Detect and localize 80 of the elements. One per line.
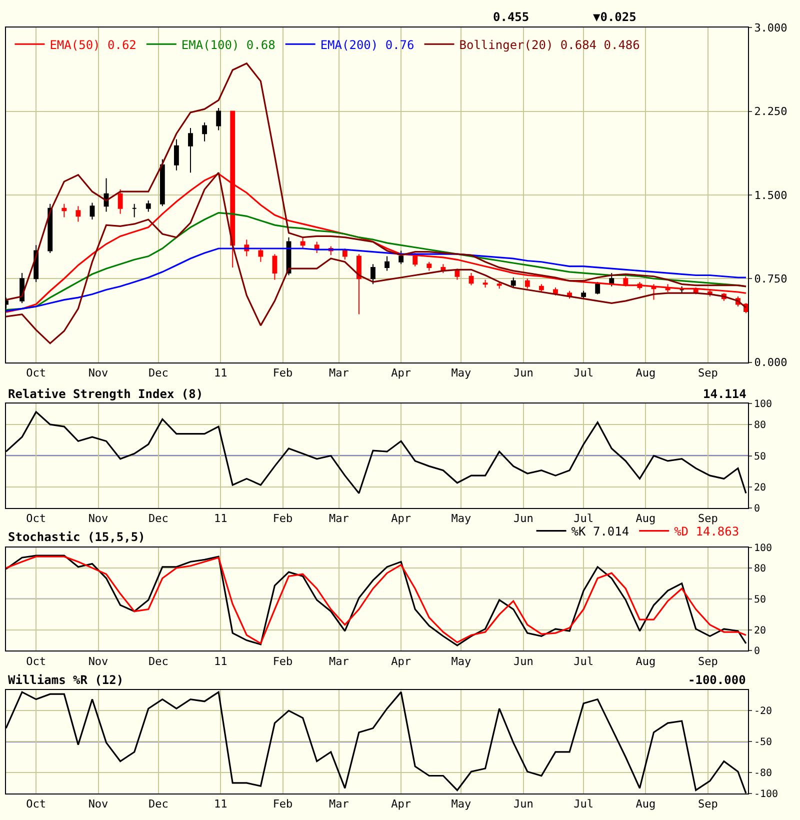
x-tick-label: Sep (698, 798, 718, 811)
x-tick-label: Feb (272, 654, 293, 668)
x-tick-label: May (451, 512, 472, 526)
y-tick-label: 100 (754, 542, 772, 554)
x-tick-label: Jul (574, 654, 594, 668)
x-tick-label: Jun (513, 512, 534, 526)
y-tick-label: -20 (754, 706, 772, 718)
x-tick-label: Jul (574, 366, 594, 380)
y-tick-label: 3.000 (754, 22, 788, 34)
y-tick-label: 0 (754, 503, 760, 514)
legend-label: EMA(200) 0.76 (320, 38, 414, 52)
chart-title: Relative Strength Index (8) (8, 387, 204, 401)
y-tick-label: 20 (754, 482, 766, 494)
x-tick-label: 11 (214, 798, 228, 811)
x-tick-label: Jul (574, 512, 594, 526)
x-tick-label: Sep (698, 654, 718, 668)
y-tick-label: 0.750 (754, 272, 788, 286)
x-tick-label: Aug (636, 654, 656, 668)
y-tick-label: 2.250 (754, 105, 788, 118)
x-tick-label: Dec (148, 366, 168, 380)
x-tick-label: Jun (513, 654, 534, 668)
x-tick-label: Mar (328, 366, 350, 380)
x-tick-label: Sep (698, 366, 718, 380)
y-tick-label: -100 (754, 788, 778, 800)
y-tick-label: 50 (754, 594, 766, 606)
y-tick-label: -50 (754, 737, 772, 748)
x-tick-label: Dec (148, 798, 168, 811)
x-tick-label: Mar (328, 512, 350, 526)
x-tick-label: Dec (148, 512, 168, 526)
x-tick-label: Feb (272, 512, 293, 526)
text: ▼0.025 (593, 10, 636, 24)
y-tick-label: 0.000 (754, 356, 788, 370)
x-tick-label: Feb (272, 798, 293, 811)
chart-title: Stochastic (15,5,5) (8, 530, 146, 544)
y-tick-label: 0 (754, 646, 760, 658)
y-tick-label: 1.500 (754, 188, 788, 202)
x-tick-label: Apr (391, 654, 412, 668)
x-tick-label: Apr (391, 512, 412, 526)
x-tick-label: Aug (636, 798, 656, 811)
y-tick-label: 80 (754, 420, 766, 431)
x-tick-label: Jul (574, 798, 594, 811)
x-tick-label: Apr (391, 798, 412, 811)
x-tick-label: Mar (328, 654, 350, 668)
x-tick-label: 11 (214, 366, 228, 380)
y-tick-label: -80 (754, 768, 772, 780)
x-tick-label: Aug (636, 366, 656, 380)
x-tick-label: Jun (513, 366, 534, 380)
x-tick-label: Oct (26, 798, 46, 811)
x-tick-label: Sep (698, 512, 718, 526)
x-tick-label: May (451, 654, 472, 668)
x-tick-label: Nov (88, 798, 109, 811)
legend-label: %K 7.014 (571, 524, 630, 538)
legend-label: Bollinger(20) 0.684 0.486 (459, 38, 640, 52)
x-tick-label: Nov (88, 512, 109, 526)
y-tick-label: 80 (754, 563, 766, 574)
x-tick-label: Nov (88, 366, 109, 380)
x-tick-label: May (451, 366, 472, 380)
x-tick-label: Apr (391, 366, 412, 380)
y-tick-label: 50 (754, 451, 766, 462)
legend-label: %D 14.863 (674, 524, 740, 538)
x-tick-label: Dec (148, 654, 168, 668)
y-tick-label: 20 (754, 625, 766, 636)
x-tick-label: Nov (88, 654, 109, 668)
text: 14.114 (703, 387, 746, 401)
text: 0.455 (493, 10, 530, 24)
x-tick-label: May (451, 798, 472, 811)
legend-label: EMA(100) 0.68 (181, 38, 276, 52)
x-tick-label: 11 (214, 654, 228, 668)
x-tick-label: Feb (272, 366, 293, 380)
x-tick-label: Mar (328, 798, 350, 811)
y-tick-label: 100 (754, 399, 772, 410)
x-tick-label: Oct (26, 654, 46, 668)
text: -100.000 (688, 673, 746, 687)
legend-label: EMA(50) 0.62 (50, 38, 136, 52)
x-tick-label: Jun (513, 798, 534, 811)
x-tick-label: Oct (26, 512, 46, 526)
chart-title: Williams %R (12) (8, 673, 124, 687)
x-tick-label: Aug (636, 512, 656, 526)
x-tick-label: 11 (214, 512, 228, 526)
x-tick-label: Oct (26, 366, 46, 380)
